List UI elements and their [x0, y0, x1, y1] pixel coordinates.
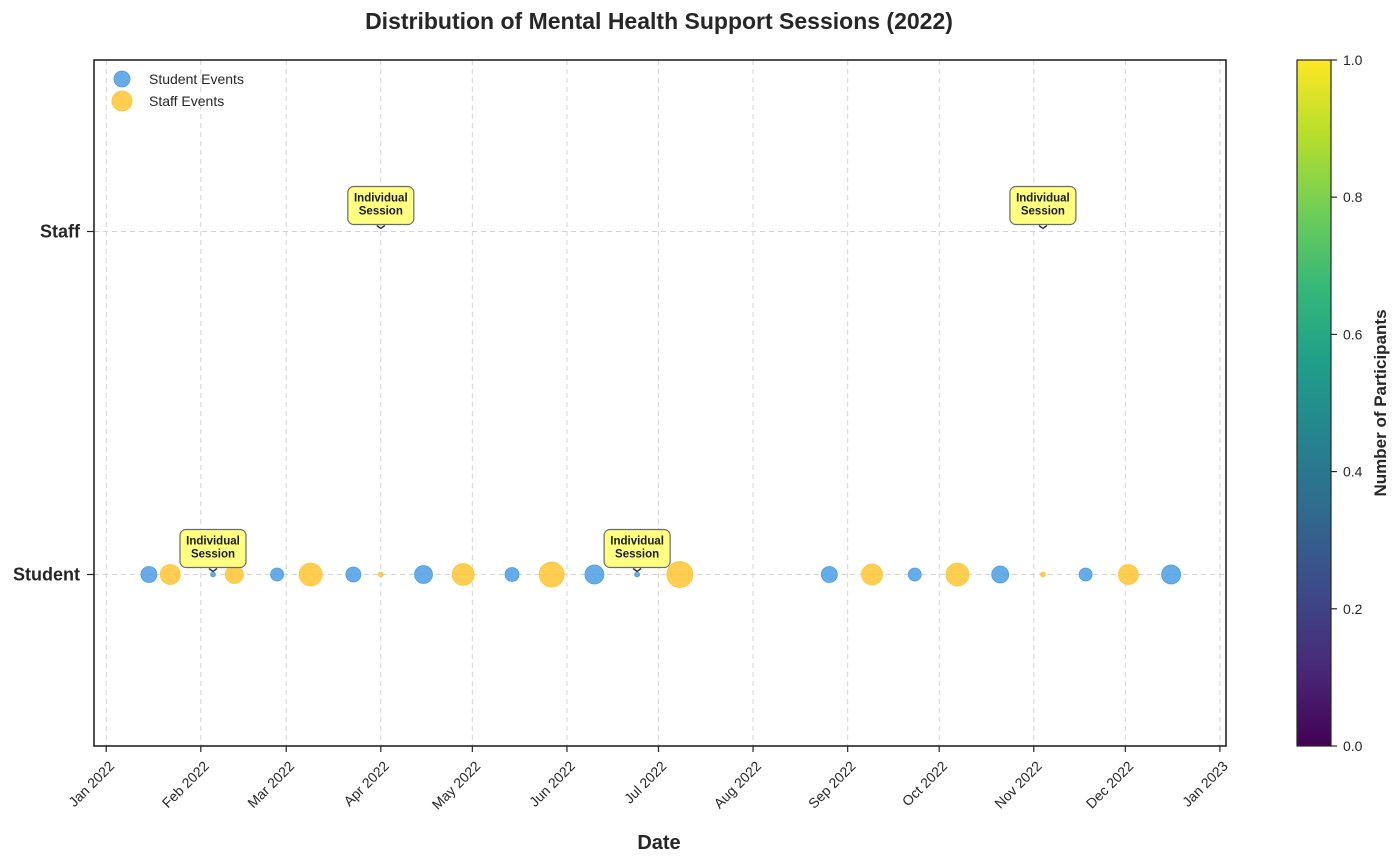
student-event-point: [991, 565, 1010, 584]
student-event-point: [634, 571, 641, 578]
colorbar-tick-label: 0.4: [1343, 464, 1363, 480]
annotation-label: Session: [191, 549, 235, 561]
student-event-point: [140, 566, 158, 583]
annotation-arrow: [376, 224, 386, 230]
annotation-box: [347, 185, 415, 226]
colorbar: 0.0 0.2 0.4 0.6 0.8 1.0: [1296, 52, 1363, 754]
legend-marker: [111, 90, 133, 112]
x-tick-label: Jul 2022: [621, 758, 670, 807]
annotation-arrow: [1038, 224, 1048, 230]
student-event-point: [504, 567, 520, 582]
staff-event-point: [666, 561, 694, 588]
x-tick-label: Nov 2022: [991, 758, 1045, 812]
student-event-point: [210, 571, 216, 578]
staff-event-point: [159, 564, 181, 585]
x-tick-label: Feb 2022: [159, 758, 212, 811]
legend-entry-label: Staff Events: [149, 93, 224, 109]
annotation-label: Session: [615, 549, 659, 561]
x-tick-label: Apr 2022: [340, 758, 392, 810]
colorbar-label: Number of Participants: [1371, 309, 1390, 496]
student-event-point: [1078, 567, 1093, 582]
annotations: IndividualSessionIndividualSessionIndivi…: [179, 185, 1077, 573]
legend: Student Events Staff Events: [111, 70, 244, 112]
student-event-point: [820, 566, 838, 583]
legend-entry-label: Student Events: [149, 71, 244, 87]
student-event-point: [584, 564, 605, 585]
staff-event-point: [298, 562, 323, 587]
student-event-point: [1161, 564, 1181, 585]
annotation-box: [179, 528, 247, 569]
annotation-box: [1009, 185, 1077, 226]
colorbar-tick-label: 0.8: [1343, 189, 1363, 205]
x-tick-label: Jan 2022: [65, 758, 117, 810]
colorbar-frame: [1296, 59, 1332, 747]
x-tick-label: Dec 2022: [1083, 758, 1137, 812]
x-axis: Jan 2022 Feb 2022 Mar 2022 Apr 2022 May 2022…: [65, 746, 1231, 813]
annotation-label: Individual: [1016, 193, 1070, 205]
staff-event-point: [538, 561, 565, 588]
plot-area-frame: [93, 59, 1227, 747]
grid-lines: [94, 60, 1226, 746]
annotation-arrow: [208, 567, 218, 573]
student-event-point: [345, 566, 362, 583]
colorbar-tick-label: 0.0: [1343, 738, 1363, 754]
x-tick-label: Mar 2022: [244, 758, 297, 811]
data-points: [140, 561, 1181, 588]
annotation-box: [603, 528, 671, 569]
x-tick-label: May 2022: [429, 758, 484, 813]
annotation-arrow: [632, 567, 642, 573]
annotation-label: Individual: [354, 193, 408, 205]
chart-title: Distribution of Mental Health Support Se…: [365, 8, 953, 34]
annotation-label: Individual: [610, 536, 664, 548]
staff-event-point: [1040, 571, 1046, 578]
student-event-point: [414, 565, 433, 584]
y-tick-label-staff: Staff: [40, 222, 81, 242]
annotation-label: Individual: [186, 536, 240, 548]
y-tick-label-student: Student: [13, 565, 80, 585]
annotation-label: Session: [359, 206, 403, 218]
student-event-point: [270, 567, 284, 582]
x-tick-label: Aug 2022: [710, 758, 764, 812]
x-tick-label: Jan 2023: [1179, 758, 1231, 810]
annotation-label: Session: [1021, 206, 1065, 218]
colorbar-tick-label: 0.2: [1343, 601, 1363, 617]
staff-event-point: [224, 565, 244, 584]
staff-event-point: [861, 563, 883, 586]
staff-event-point: [451, 563, 475, 586]
colorbar-tick-label: 1.0: [1343, 52, 1363, 68]
colorbar-gradient: [1297, 60, 1331, 746]
staff-event-point: [377, 571, 384, 578]
colorbar-tick-label: 0.6: [1343, 326, 1363, 342]
x-tick-label: Jun 2022: [526, 758, 578, 810]
y-axis: Student Staff: [13, 222, 94, 585]
staff-event-point: [1117, 564, 1139, 585]
legend-marker: [113, 70, 131, 88]
x-tick-label: Oct 2022: [899, 758, 951, 810]
staff-event-point: [945, 562, 970, 587]
student-event-point: [907, 567, 922, 582]
x-axis-label: Date: [637, 832, 680, 854]
x-tick-label: Sep 2022: [805, 758, 859, 812]
